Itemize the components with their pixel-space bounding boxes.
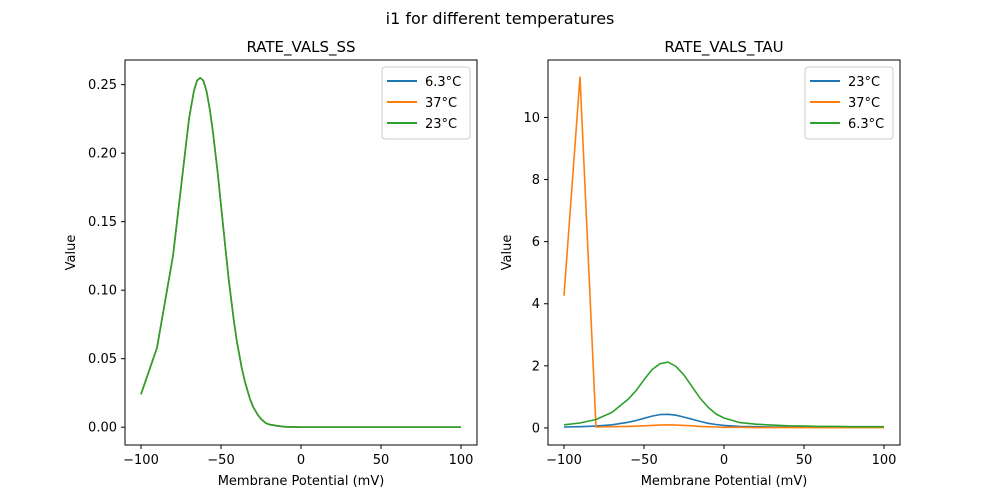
y-axis-label: Value — [500, 235, 515, 271]
figure-suptitle: i1 for different temperatures — [386, 9, 615, 28]
x-tick-label: 100 — [449, 453, 474, 468]
legend-label: 37°C — [425, 96, 457, 111]
y-tick-label: 8 — [532, 173, 540, 188]
legend: 6.3°C 37°C 23°C — [381, 66, 471, 140]
y-tick-label: 0 — [532, 421, 540, 436]
legend-box — [381, 66, 471, 140]
subplot-title: RATE_VALS_TAU — [664, 38, 783, 57]
x-axis-label: Membrane Potential (mV) — [641, 474, 808, 489]
series-line-63C — [563, 361, 884, 428]
y-axis-label: Value — [64, 235, 79, 271]
y-tick-label: 0.20 — [88, 147, 117, 162]
legend: 23°C 37°C 6.3°C — [804, 66, 894, 140]
y-tick-label: 10 — [523, 111, 540, 126]
legend-box — [804, 66, 894, 140]
x-tick-label: −50 — [630, 453, 657, 468]
subplot-rate-vals-tau: RATE_VALS_TAU −100 −50 0 50 100 0 2 4 6 8 10 Membran… — [500, 38, 901, 489]
subplot-rate-vals-ss: RATE_VALS_SS −100 −50 0 50 100 0.00 0.05 0.10 0.1… — [64, 38, 478, 489]
x-axis-label: Membrane Potential (mV) — [218, 474, 385, 489]
series-line-37C — [563, 76, 884, 429]
legend-label: 37°C — [848, 96, 880, 111]
x-tick-label: 50 — [796, 453, 813, 468]
y-tick-label: 2 — [532, 359, 540, 374]
legend-label: 23°C — [425, 117, 457, 132]
subplot-title: RATE_VALS_SS — [246, 38, 355, 57]
legend-label: 6.3°C — [848, 117, 884, 132]
y-tick-label: 6 — [532, 235, 540, 250]
x-tick-label: 0 — [720, 453, 728, 468]
x-tick-label: 100 — [872, 453, 897, 468]
x-tick-label: −100 — [123, 453, 159, 468]
y-tick-label: 0.00 — [88, 421, 117, 436]
x-tick-label: 50 — [373, 453, 390, 468]
y-tick-label: 0.05 — [88, 352, 117, 367]
y-tick-label: 4 — [532, 297, 540, 312]
legend-label: 23°C — [848, 75, 880, 90]
y-tick-label: 0.15 — [88, 215, 117, 230]
x-tick-label: −100 — [546, 453, 582, 468]
y-tick-label: 0.25 — [88, 78, 117, 93]
x-tick-label: −50 — [207, 453, 234, 468]
x-tick-label: 0 — [297, 453, 305, 468]
y-tick-label: 0.10 — [88, 284, 117, 299]
series-line-23C — [140, 77, 461, 429]
legend-label: 6.3°C — [425, 75, 461, 90]
